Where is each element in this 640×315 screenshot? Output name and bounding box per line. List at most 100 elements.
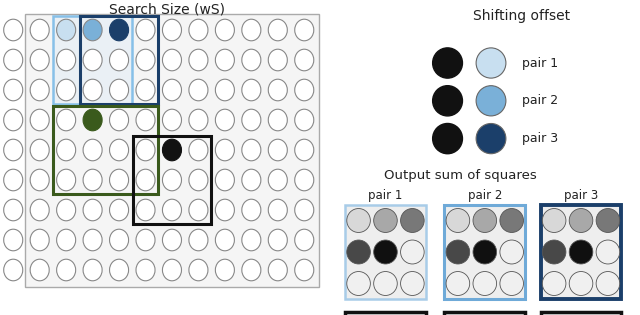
Text: pair 2: pair 2 bbox=[468, 189, 502, 202]
Circle shape bbox=[596, 209, 620, 232]
Circle shape bbox=[433, 123, 463, 154]
Circle shape bbox=[189, 169, 208, 191]
Circle shape bbox=[295, 259, 314, 281]
Circle shape bbox=[4, 19, 23, 41]
Circle shape bbox=[136, 229, 155, 251]
Circle shape bbox=[242, 79, 261, 101]
Circle shape bbox=[4, 139, 23, 161]
Circle shape bbox=[136, 109, 155, 131]
Circle shape bbox=[136, 19, 155, 41]
Text: Output sum of squares: Output sum of squares bbox=[383, 169, 536, 181]
Circle shape bbox=[56, 169, 76, 191]
Circle shape bbox=[189, 49, 208, 71]
Circle shape bbox=[136, 259, 155, 281]
Text: Search Size (wS): Search Size (wS) bbox=[109, 2, 225, 16]
Circle shape bbox=[476, 48, 506, 78]
Circle shape bbox=[189, 199, 208, 221]
Bar bbox=[541, 205, 621, 299]
Circle shape bbox=[242, 49, 261, 71]
Circle shape bbox=[163, 169, 182, 191]
Circle shape bbox=[268, 49, 287, 71]
Circle shape bbox=[4, 109, 23, 131]
Circle shape bbox=[136, 49, 155, 71]
Circle shape bbox=[83, 19, 102, 41]
Text: pair 1: pair 1 bbox=[522, 56, 558, 70]
Circle shape bbox=[189, 79, 208, 101]
Circle shape bbox=[189, 19, 208, 41]
Circle shape bbox=[295, 49, 314, 71]
Circle shape bbox=[4, 169, 23, 191]
Circle shape bbox=[163, 259, 182, 281]
Circle shape bbox=[109, 259, 129, 281]
Circle shape bbox=[347, 272, 371, 295]
Circle shape bbox=[136, 169, 155, 191]
Bar bbox=[54, 16, 132, 104]
Circle shape bbox=[163, 79, 182, 101]
Bar bbox=[444, 205, 525, 299]
Circle shape bbox=[446, 240, 470, 264]
Bar bbox=[444, 312, 525, 315]
Circle shape bbox=[109, 139, 129, 161]
Circle shape bbox=[56, 49, 76, 71]
Circle shape bbox=[56, 199, 76, 221]
Circle shape bbox=[30, 49, 49, 71]
Bar bbox=[541, 312, 621, 315]
Bar bbox=[54, 106, 158, 194]
Circle shape bbox=[83, 259, 102, 281]
Circle shape bbox=[242, 19, 261, 41]
Circle shape bbox=[56, 229, 76, 251]
Circle shape bbox=[473, 272, 497, 295]
Circle shape bbox=[473, 240, 497, 264]
Circle shape bbox=[215, 79, 234, 101]
Circle shape bbox=[215, 169, 234, 191]
Text: pair 2: pair 2 bbox=[522, 94, 558, 107]
Circle shape bbox=[163, 49, 182, 71]
Circle shape bbox=[596, 272, 620, 295]
Circle shape bbox=[163, 199, 182, 221]
Circle shape bbox=[268, 19, 287, 41]
Text: Shifting offset: Shifting offset bbox=[474, 9, 571, 23]
Circle shape bbox=[215, 259, 234, 281]
Bar bbox=[133, 135, 211, 224]
Circle shape bbox=[136, 79, 155, 101]
Circle shape bbox=[215, 139, 234, 161]
Text: pair 1: pair 1 bbox=[368, 189, 403, 202]
Circle shape bbox=[215, 49, 234, 71]
Text: pair 3: pair 3 bbox=[564, 189, 598, 202]
Circle shape bbox=[500, 240, 524, 264]
Circle shape bbox=[30, 259, 49, 281]
Circle shape bbox=[476, 123, 506, 154]
Circle shape bbox=[30, 199, 49, 221]
Circle shape bbox=[83, 229, 102, 251]
Circle shape bbox=[189, 139, 208, 161]
Circle shape bbox=[401, 240, 424, 264]
Circle shape bbox=[109, 79, 129, 101]
Circle shape bbox=[295, 169, 314, 191]
Circle shape bbox=[268, 259, 287, 281]
Circle shape bbox=[295, 139, 314, 161]
Circle shape bbox=[268, 169, 287, 191]
Circle shape bbox=[433, 86, 463, 116]
Circle shape bbox=[542, 272, 566, 295]
Circle shape bbox=[374, 240, 397, 264]
Circle shape bbox=[83, 49, 102, 71]
Circle shape bbox=[56, 19, 76, 41]
Circle shape bbox=[83, 109, 102, 131]
Circle shape bbox=[189, 229, 208, 251]
Bar bbox=[25, 14, 319, 287]
Circle shape bbox=[163, 109, 182, 131]
Circle shape bbox=[30, 229, 49, 251]
Circle shape bbox=[268, 139, 287, 161]
Circle shape bbox=[189, 259, 208, 281]
Circle shape bbox=[347, 209, 371, 232]
Circle shape bbox=[163, 229, 182, 251]
Circle shape bbox=[4, 79, 23, 101]
Circle shape bbox=[30, 19, 49, 41]
Circle shape bbox=[268, 229, 287, 251]
Circle shape bbox=[83, 139, 102, 161]
Circle shape bbox=[569, 272, 593, 295]
Circle shape bbox=[242, 139, 261, 161]
Circle shape bbox=[56, 139, 76, 161]
Circle shape bbox=[500, 272, 524, 295]
Circle shape bbox=[295, 229, 314, 251]
